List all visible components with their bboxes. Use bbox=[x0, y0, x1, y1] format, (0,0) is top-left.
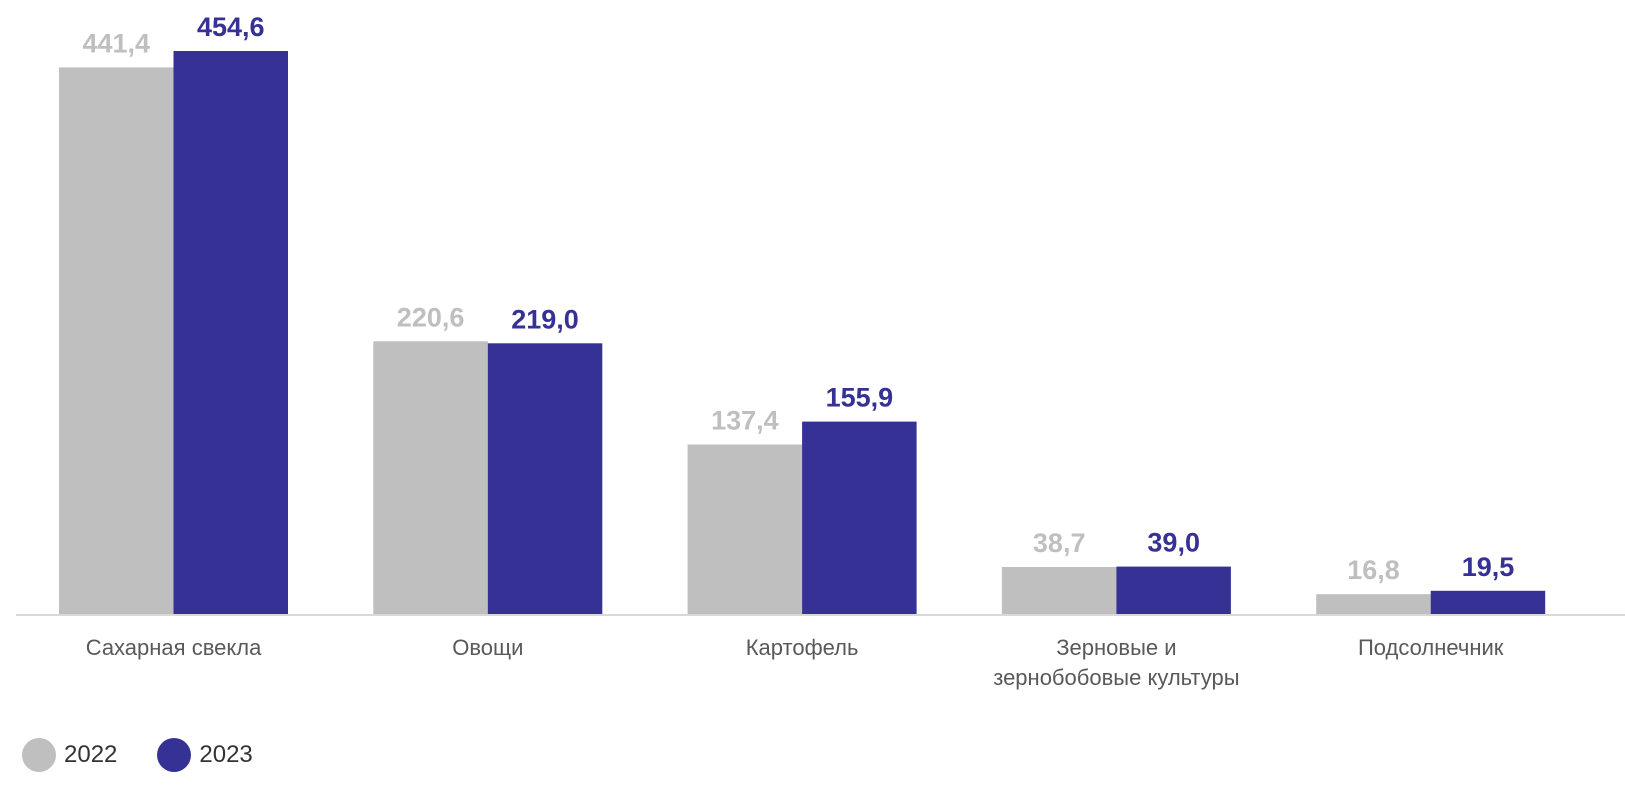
category-label-1: Овощи bbox=[452, 635, 523, 660]
value-label-2022-3: 38,7 bbox=[1033, 528, 1086, 558]
bar-2022-4 bbox=[1316, 594, 1431, 615]
value-label-2022-2: 137,4 bbox=[711, 406, 779, 436]
value-label-2023-4: 19,5 bbox=[1462, 552, 1515, 582]
category-label-4: Подсолнечник bbox=[1358, 635, 1504, 660]
value-label-2022-0: 441,4 bbox=[83, 28, 151, 58]
legend-label-2022: 2022 bbox=[64, 741, 118, 768]
category-label-0: Сахарная свекла bbox=[86, 635, 262, 660]
bar-2022-1 bbox=[373, 341, 488, 615]
value-label-2023-2: 155,9 bbox=[826, 383, 894, 413]
category-label-2: Картофель bbox=[746, 635, 859, 660]
category-label-3: Зерновые и зернобобовые культуры bbox=[993, 635, 1239, 690]
value-labels-group: 441,4 454,6 220,6 219,0 137,4 155,9 38,7 39,0 16… bbox=[83, 12, 1515, 585]
value-label-2023-3: 39,0 bbox=[1147, 528, 1200, 558]
bar-2022-2 bbox=[687, 444, 803, 615]
bar-2023-2 bbox=[802, 421, 917, 615]
bar-2023-1 bbox=[487, 343, 603, 615]
bar-2023-3 bbox=[1116, 566, 1231, 615]
legend-label-2023: 2023 bbox=[199, 741, 253, 768]
bar-2022-3 bbox=[1001, 567, 1117, 615]
value-label-2022-1: 220,6 bbox=[397, 302, 465, 332]
bar-2023-4 bbox=[1430, 590, 1546, 615]
legend-swatch-2022 bbox=[22, 738, 56, 772]
legend-swatch-2023 bbox=[157, 738, 192, 772]
legend-item-2022: 2022 bbox=[22, 738, 117, 772]
legend: 2022 2023 bbox=[22, 738, 293, 772]
value-label-2022-4: 16,8 bbox=[1347, 555, 1400, 585]
value-label-2023-1: 219,0 bbox=[511, 304, 579, 334]
value-label-2023-0: 454,6 bbox=[197, 12, 265, 42]
bar-2022-0 bbox=[59, 67, 174, 615]
bar-2023-0 bbox=[173, 51, 288, 615]
bars-group bbox=[59, 51, 1546, 615]
legend-item-2023: 2023 bbox=[157, 738, 253, 772]
